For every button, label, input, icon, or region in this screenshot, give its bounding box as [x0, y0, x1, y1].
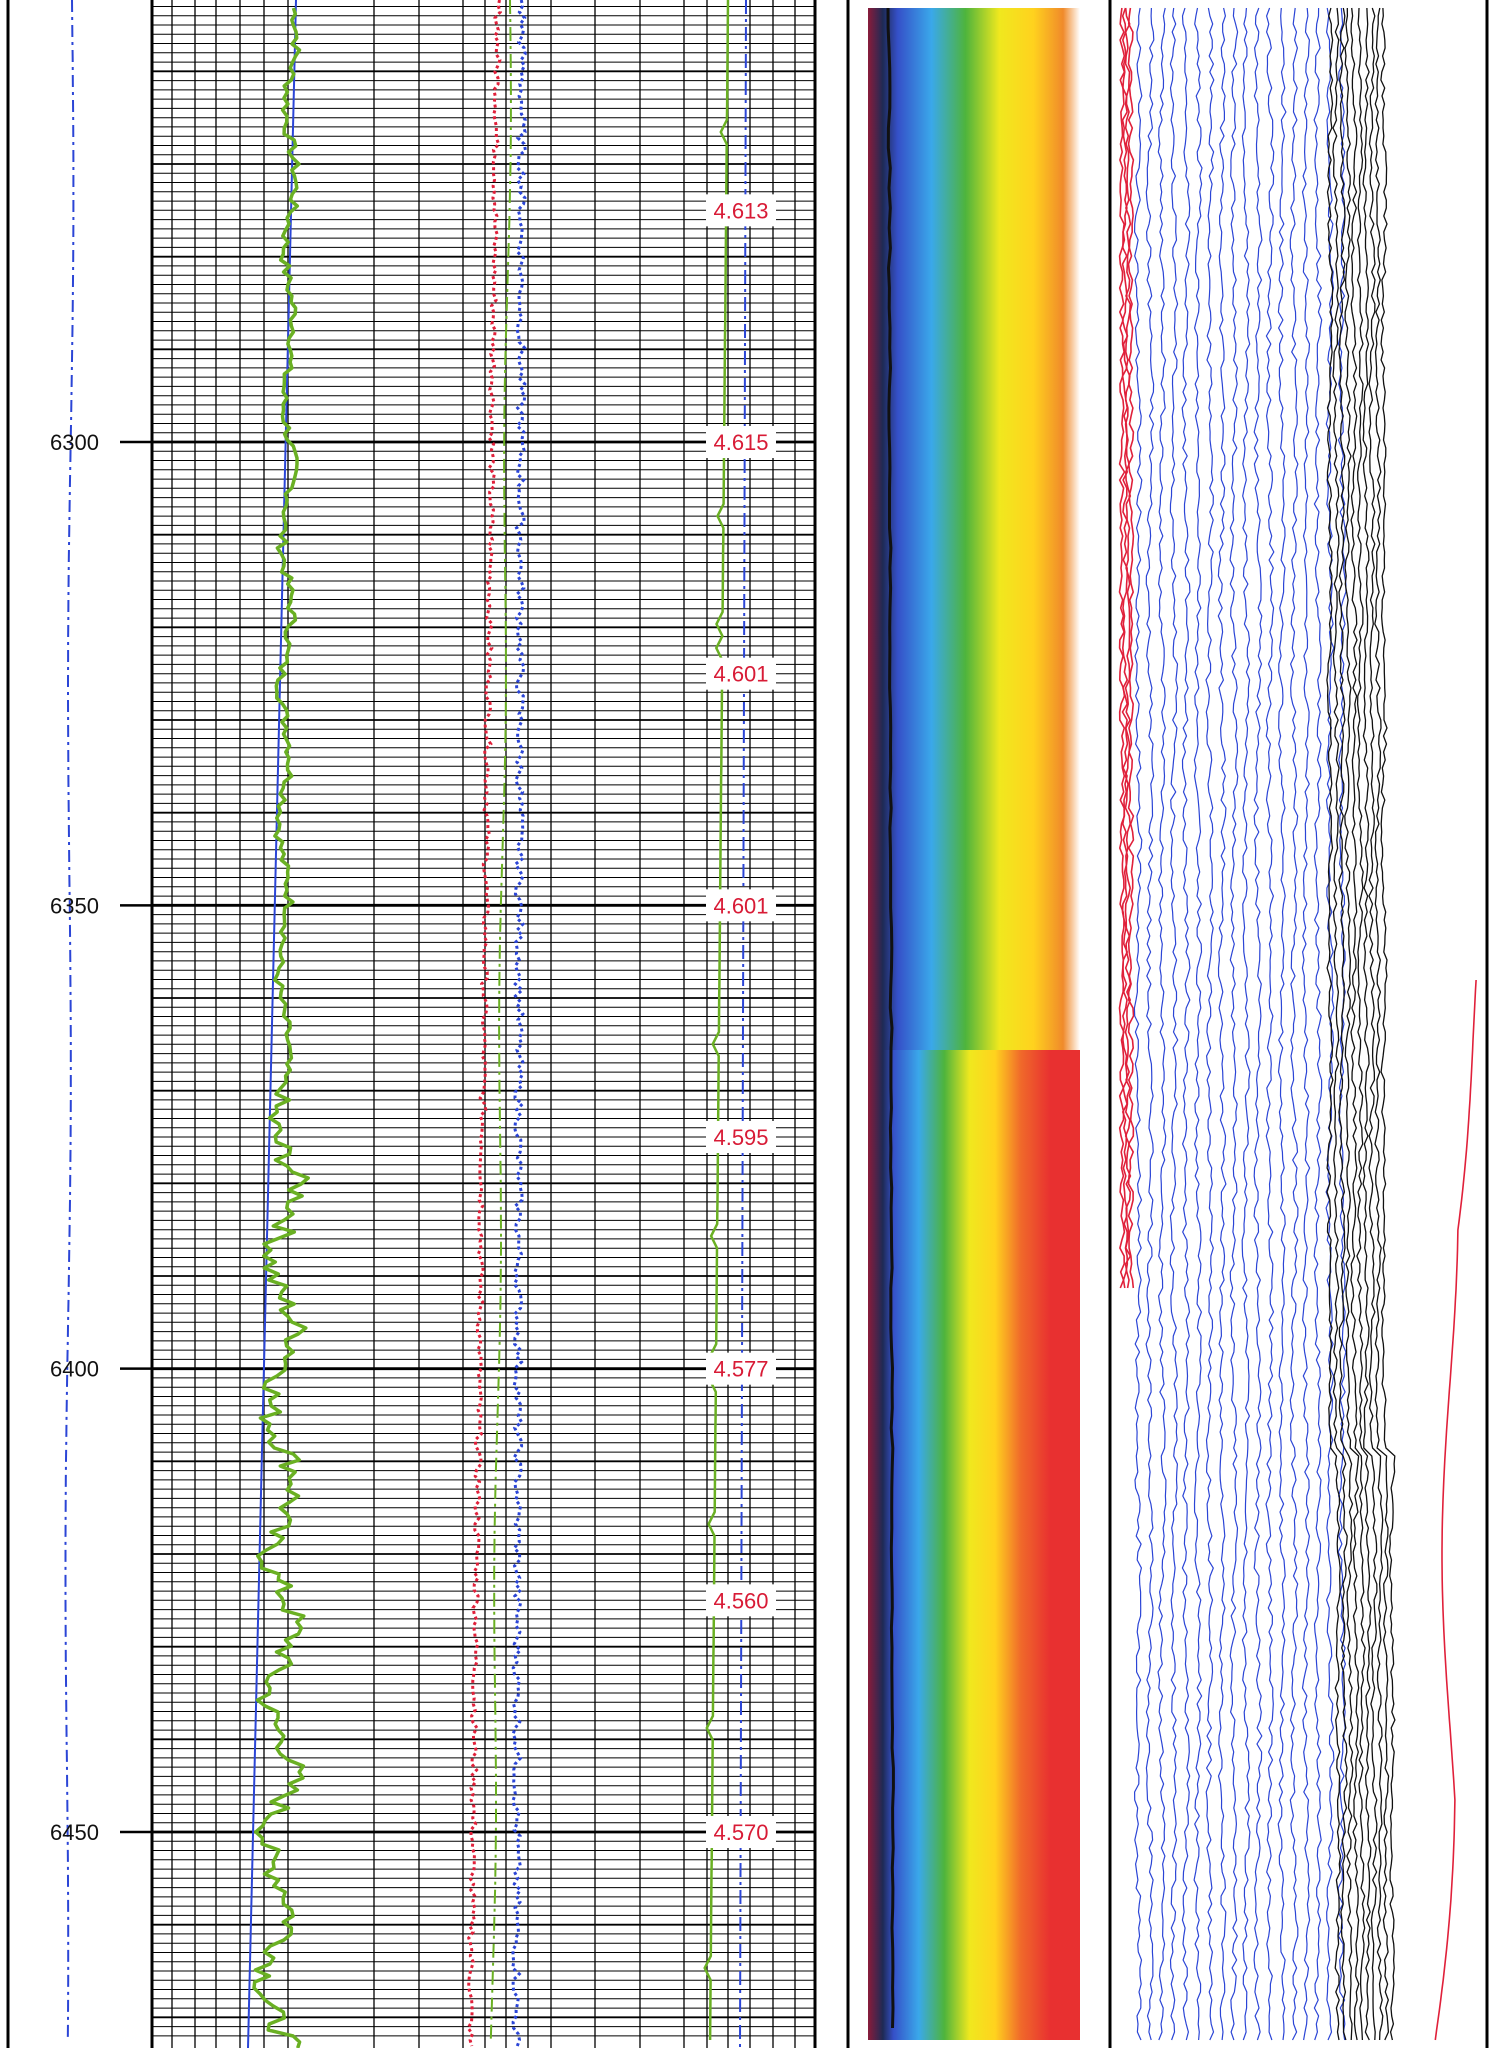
wave-blue-trace — [1193, 7, 1203, 2041]
green-vertical-curve — [703, 0, 730, 2041]
wave-blue-trace — [1325, 7, 1335, 2041]
wave-red-trace — [1118, 7, 1126, 1289]
wave-black-trace — [1344, 7, 1360, 2041]
wave-blue-trace — [1145, 7, 1155, 2041]
depth-label-6300: 6300 — [50, 430, 99, 455]
wave-right-red-curve — [1434, 979, 1477, 2041]
wave-blue-trace — [1181, 7, 1191, 2041]
wave-blue-trace — [1265, 7, 1275, 2041]
wave-black-trace — [1332, 7, 1348, 2041]
depth-track: 6300 6350 6400 6450 — [50, 0, 99, 2041]
annotation-bg — [706, 657, 776, 690]
wave-black-trace — [1362, 7, 1378, 2041]
image-track-edge-line — [886, 7, 895, 2029]
wave-blue-trace — [1301, 7, 1311, 2041]
image-track-lower — [868, 1050, 1080, 2040]
annotation-bg — [706, 1121, 776, 1153]
depth-track-curve — [64, 0, 75, 2041]
wave-blue-trace — [1289, 7, 1299, 2041]
wave-blue-trace — [1229, 7, 1239, 2041]
wave-blue-trace — [1217, 7, 1227, 2041]
green-curve — [252, 7, 310, 2048]
green-dashdot-curve — [489, 0, 512, 2041]
blue-dashdot-curve — [739, 0, 747, 2048]
annotation-value: 4.560 — [713, 1588, 768, 1613]
blue-dotted-curve — [511, 0, 528, 2047]
depth-label-6350: 6350 — [50, 893, 99, 918]
annotation-bg — [706, 1352, 776, 1385]
annotation-value: 4.577 — [713, 1357, 768, 1382]
wave-black-trace — [1374, 7, 1390, 2041]
annotation-value: 4.601 — [713, 893, 768, 918]
wave-black-trace — [1350, 7, 1366, 2041]
value-annotations: 4.613 4.615 4.601 4.601 4.595 4.577 4.560 4.570 — [706, 194, 776, 1848]
annotation-bg — [706, 194, 776, 227]
track-borders — [6, 0, 1489, 2048]
annotation-bg — [706, 426, 776, 458]
waveform-track — [1118, 7, 1477, 2041]
red-dotted-curve — [466, 0, 502, 2047]
annotation-bg — [706, 889, 776, 922]
image-track — [868, 7, 1080, 2040]
wave-blue-trace — [1169, 7, 1179, 2041]
annotation-bg — [706, 1816, 776, 1848]
wave-blue-trace — [1205, 7, 1215, 2041]
wave-red-trace — [1121, 7, 1129, 1289]
wave-black-trace — [1368, 7, 1384, 2041]
wave-red-trace — [1124, 7, 1132, 1289]
wave-blue-trace — [1157, 7, 1167, 2041]
annotation-value: 4.570 — [713, 1820, 768, 1845]
wave-blue-trace — [1133, 7, 1143, 2041]
wave-red-trace — [1127, 7, 1135, 1289]
annotation-value: 4.613 — [713, 198, 768, 223]
wave-blue-trace — [1313, 7, 1323, 2041]
wave-black-trace — [1380, 7, 1396, 2041]
wave-blue-trace — [1253, 7, 1263, 2041]
annotation-bg — [706, 1584, 776, 1617]
annotation-value: 4.615 — [713, 430, 768, 455]
log-grid — [120, 0, 817, 2048]
log-curves — [247, 0, 747, 2048]
depth-label-6400: 6400 — [50, 1357, 99, 1382]
image-track-upper — [868, 8, 1080, 1058]
wave-black-trace — [1356, 7, 1372, 2041]
wave-blue-trace — [1277, 7, 1287, 2041]
wave-black-trace — [1338, 7, 1354, 2041]
annotation-value: 4.595 — [713, 1125, 768, 1150]
wave-blue-trace — [1241, 7, 1251, 2041]
depth-label-6450: 6450 — [50, 1820, 99, 1845]
annotation-value: 4.601 — [713, 662, 768, 687]
wave-black-trace — [1326, 7, 1342, 2041]
